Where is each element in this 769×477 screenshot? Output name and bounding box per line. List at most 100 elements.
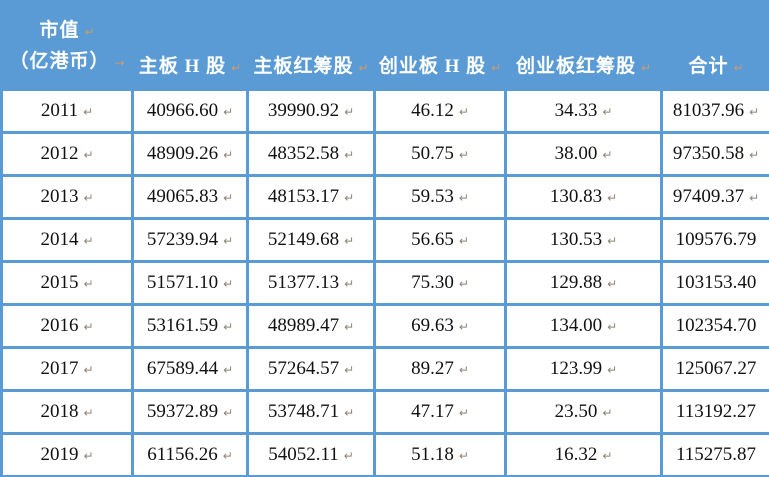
paragraph-mark-icon: ↵ bbox=[83, 105, 94, 119]
cell-value: 97350.58 ↵ bbox=[660, 131, 769, 177]
paragraph-mark-icon: ↵ bbox=[223, 191, 234, 205]
cell-value: 48352.58 ↵ bbox=[246, 131, 376, 177]
cell-value: 34.33 ↵ bbox=[504, 88, 663, 134]
header-cell-total: 合计 ↵ bbox=[660, 0, 769, 91]
header-metric-line2: （亿港币） bbox=[9, 51, 110, 72]
cell-value: 51.18 ↵ bbox=[373, 432, 507, 477]
cell-value: 134.00 ↵ bbox=[504, 303, 663, 349]
cell-value: 49065.83 ↵ bbox=[131, 174, 249, 220]
paragraph-mark-icon: ↵ bbox=[83, 191, 94, 205]
line-break-mark-icon: ↵ bbox=[640, 61, 652, 75]
paragraph-mark-icon: ↵ bbox=[607, 191, 618, 205]
line-break-mark-icon: ↵ bbox=[733, 61, 744, 75]
cell-value: 54052.11 ↵ bbox=[246, 432, 376, 477]
cell-value: 40966.60 ↵ bbox=[131, 88, 249, 134]
paragraph-mark-icon: ↵ bbox=[83, 363, 94, 377]
header-cell-gem-h: 创业板 H 股 ↵ bbox=[373, 0, 507, 91]
paragraph-mark-icon: ↵ bbox=[223, 148, 234, 162]
paragraph-mark-icon: ↵ bbox=[223, 105, 234, 119]
header-cell-mainboard-h: 主板 H 股 ↵ bbox=[131, 0, 249, 91]
paragraph-mark-icon: ↵ bbox=[458, 277, 469, 291]
table-row: 2011 ↵ 40966.60 ↵ 39990.92 ↵ 46.12 ↵ 34.33 ↵ … bbox=[0, 88, 769, 134]
header-metric-line1: 市值 bbox=[39, 20, 80, 41]
cell-value: 38.00 ↵ bbox=[504, 131, 663, 177]
cell-value: 56.65 ↵ bbox=[373, 217, 507, 263]
paragraph-mark-icon: ↵ bbox=[602, 148, 613, 162]
cell-value: 47.17 ↵ bbox=[373, 389, 507, 435]
paragraph-mark-icon: ↵ bbox=[223, 320, 234, 334]
cell-value: 23.50 ↵ bbox=[504, 389, 663, 435]
paragraph-mark-icon: ↵ bbox=[749, 105, 760, 119]
table-row: 2014 ↵ 57239.94 ↵ 52149.68 ↵ 56.65 ↵ 130.53 ↵… bbox=[0, 217, 769, 263]
paragraph-mark-icon: ↵ bbox=[458, 406, 469, 420]
paragraph-mark-icon: ↵ bbox=[458, 148, 469, 162]
table-row: 2016 ↵ 53161.59 ↵ 48989.47 ↵ 69.63 ↵ 134.00 ↵… bbox=[0, 303, 769, 349]
year-cell: 2017 ↵ bbox=[0, 346, 134, 392]
cell-value: 57239.94 ↵ bbox=[131, 217, 249, 263]
table-row: 2012 ↵ 48909.26 ↵ 48352.58 ↵ 50.75 ↵ 38.00 ↵ … bbox=[0, 131, 769, 177]
paragraph-mark-icon: ↵ bbox=[223, 406, 234, 420]
table-row: 2015 ↵ 51571.10 ↵ 51377.13 ↵ 75.30 ↵ 129.88 ↵… bbox=[0, 260, 769, 306]
cell-value: 46.12 ↵ bbox=[373, 88, 507, 134]
header-cell-metric: 市值 ↵ （亿港币） → bbox=[0, 0, 134, 91]
paragraph-mark-icon: ↵ bbox=[344, 363, 355, 377]
paragraph-mark-icon: ↵ bbox=[344, 277, 355, 291]
cell-value: 69.63 ↵ bbox=[373, 303, 507, 349]
cell-value: 59372.89 ↵ bbox=[131, 389, 249, 435]
table-row: 2019 ↵ 61156.26 ↵ 54052.11 ↵ 51.18 ↵ 16.32 ↵ … bbox=[0, 432, 769, 477]
line-break-mark-icon: ↵ bbox=[491, 61, 502, 75]
paragraph-mark-icon: ↵ bbox=[344, 320, 355, 334]
cell-value: 89.27 ↵ bbox=[373, 346, 507, 392]
table-row: 2018 ↵ 59372.89 ↵ 53748.71 ↵ 47.17 ↵ 23.50 ↵ … bbox=[0, 389, 769, 435]
year-cell: 2012 ↵ bbox=[0, 131, 134, 177]
cell-value: 130.83 ↵ bbox=[504, 174, 663, 220]
cell-value: 113192.27 bbox=[660, 389, 769, 435]
paragraph-mark-icon: ↵ bbox=[458, 320, 469, 334]
table-header: 市值 ↵ （亿港币） → 主板 H 股 ↵ 主板红筹股 ↵ 创业板 H 股 ↵ 创业板红筹… bbox=[0, 0, 769, 91]
cell-value: 115275.87 bbox=[660, 432, 769, 477]
paragraph-mark-icon: ↵ bbox=[607, 363, 618, 377]
line-break-mark-icon: ↵ bbox=[358, 61, 369, 75]
paragraph-mark-icon: ↵ bbox=[83, 148, 94, 162]
cell-value: 97409.37 ↵ bbox=[660, 174, 769, 220]
cell-value: 39990.92 ↵ bbox=[246, 88, 376, 134]
paragraph-mark-icon: ↵ bbox=[223, 363, 234, 377]
paragraph-mark-icon: ↵ bbox=[83, 449, 94, 463]
cell-value: 51377.13 ↵ bbox=[246, 260, 376, 306]
line-break-mark-icon: ↵ bbox=[231, 61, 242, 75]
cell-value: 53748.71 ↵ bbox=[246, 389, 376, 435]
year-cell: 2016 ↵ bbox=[0, 303, 134, 349]
cell-value: 16.32 ↵ bbox=[504, 432, 663, 477]
paragraph-mark-icon: ↵ bbox=[83, 406, 94, 420]
cell-value: 48989.47 ↵ bbox=[246, 303, 376, 349]
cell-value: 57264.57 ↵ bbox=[246, 346, 376, 392]
header-cell-mainboard-redchip: 主板红筹股 ↵ bbox=[246, 0, 376, 91]
tab-mark-icon: → bbox=[114, 56, 125, 70]
paragraph-mark-icon: ↵ bbox=[607, 277, 618, 291]
table-row: 2013 ↵ 49065.83 ↵ 48153.17 ↵ 59.53 ↵ 130.83 ↵… bbox=[0, 174, 769, 220]
cell-value: 59.53 ↵ bbox=[373, 174, 507, 220]
paragraph-mark-icon: ↵ bbox=[458, 449, 469, 463]
cell-value: 61156.26 ↵ bbox=[131, 432, 249, 477]
year-cell: 2019 ↵ bbox=[0, 432, 134, 477]
paragraph-mark-icon: ↵ bbox=[458, 105, 469, 119]
paragraph-mark-icon: ↵ bbox=[83, 320, 94, 334]
cell-value: 50.75 ↵ bbox=[373, 131, 507, 177]
cell-value: 103153.40 bbox=[660, 260, 769, 306]
cell-value: 130.53 ↵ bbox=[504, 217, 663, 263]
cell-value: 75.30 ↵ bbox=[373, 260, 507, 306]
paragraph-mark-icon: ↵ bbox=[607, 320, 618, 334]
paragraph-mark-icon: ↵ bbox=[458, 363, 469, 377]
table-body: 2011 ↵ 40966.60 ↵ 39990.92 ↵ 46.12 ↵ 34.33 ↵ … bbox=[0, 88, 769, 477]
paragraph-mark-icon: ↵ bbox=[222, 449, 233, 463]
paragraph-mark-icon: ↵ bbox=[458, 191, 469, 205]
cell-value: 129.88 ↵ bbox=[504, 260, 663, 306]
paragraph-mark-icon: ↵ bbox=[83, 234, 94, 248]
paragraph-mark-icon: ↵ bbox=[344, 148, 355, 162]
cell-value: 51571.10 ↵ bbox=[131, 260, 249, 306]
paragraph-mark-icon: ↵ bbox=[344, 406, 355, 420]
paragraph-mark-icon: ↵ bbox=[223, 234, 234, 248]
header-row: 市值 ↵ （亿港币） → 主板 H 股 ↵ 主板红筹股 ↵ 创业板 H 股 ↵ 创业板红筹… bbox=[0, 0, 769, 91]
cell-value: 48153.17 ↵ bbox=[246, 174, 376, 220]
